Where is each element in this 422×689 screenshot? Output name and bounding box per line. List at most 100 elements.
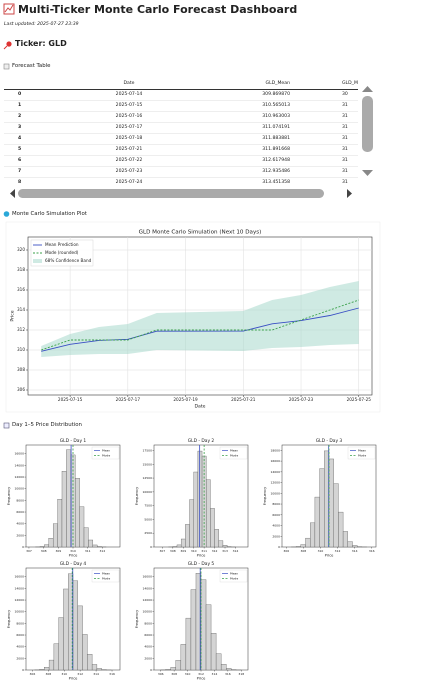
row-index: 3 <box>18 125 22 130</box>
y-tick-label: 10000 <box>14 487 24 491</box>
histogram-bar <box>210 633 217 671</box>
table-row: 3 2025-07-17 311.074191 31 <box>4 122 358 134</box>
histogram-bar <box>305 537 311 548</box>
y-tick-label: 12000 <box>270 481 280 485</box>
y-tick-label: 5000 <box>144 517 152 521</box>
x-tick-label: 309 <box>180 549 186 553</box>
y-tick-label: 318 <box>17 267 25 272</box>
chart-title: GLD - Day 1 <box>60 438 87 444</box>
x-tick-label: 314 <box>212 672 218 676</box>
table-cell: 30 <box>342 92 348 97</box>
histogram-bar <box>88 539 94 548</box>
y-tick-label: 12000 <box>14 475 24 479</box>
pin-icon-needle <box>3 45 8 50</box>
table-row: 8 2025-07-24 313.451358 31 <box>4 177 358 187</box>
y-tick-label: 4000 <box>16 522 24 526</box>
scroll-left[interactable] <box>10 189 15 198</box>
section-heading: Day 1–5 Price Distribution <box>12 422 82 428</box>
scroll-down[interactable] <box>362 170 373 176</box>
x-tick-label: 318 <box>238 672 244 676</box>
x-tick-label: 311 <box>85 549 91 553</box>
table-row: 6 2025-07-22 312.617948 31 <box>4 155 358 167</box>
last-updated: Last updated: 2025-07-27 23:39 <box>4 22 79 27</box>
y-tick-label: 10000 <box>142 490 152 494</box>
y-axis-label: Frequency <box>135 609 139 628</box>
row-index: 0 <box>18 92 22 97</box>
chart-title: GLD - Day 5 <box>188 561 215 567</box>
table-cell: 2025-07-14 <box>115 92 143 97</box>
table-cell: 31 <box>342 158 348 163</box>
x-tick-label: 308 <box>45 672 51 676</box>
legend-label: Mode <box>230 454 238 458</box>
y-tick-label: 6000 <box>16 510 24 514</box>
y-tick-label: 8000 <box>16 498 24 502</box>
y-tick-label: 14000 <box>142 586 152 590</box>
table-cell: 311.891668 <box>262 147 290 152</box>
legend-label: Mean <box>358 449 366 453</box>
x-tick-label: 312 <box>335 549 341 553</box>
table-cell: 2025-07-16 <box>115 114 143 119</box>
scroll-right[interactable] <box>347 189 352 198</box>
y-tick-label: 2000 <box>144 656 152 660</box>
histogram-bar <box>57 499 63 548</box>
histogram-bar <box>185 617 192 671</box>
x-tick-label: 2025-07-19 <box>173 397 198 402</box>
chart-title: GLD - Day 2 <box>188 438 215 444</box>
y-tick-label: 10000 <box>142 610 152 614</box>
histogram-bar <box>165 669 171 671</box>
x-tick-label: 312 <box>198 672 204 676</box>
x-tick-label: 2025-07-23 <box>289 397 314 402</box>
table-cell: 31 <box>342 147 348 152</box>
histogram-bar <box>44 544 49 548</box>
pin-icon <box>6 41 12 47</box>
y-tick-label: 0 <box>22 545 24 549</box>
y-tick-label: 0 <box>22 668 24 672</box>
table-cell: 309.869870 <box>262 92 290 97</box>
y-tick-label: 14000 <box>14 463 24 467</box>
table-cell: 311.883881 <box>262 136 290 141</box>
x-tick-label: 314 <box>233 549 239 553</box>
v-scrollbar[interactable] <box>362 96 373 152</box>
y-tick-label: 2000 <box>16 656 24 660</box>
y-axis-label: Frequency <box>7 609 11 628</box>
h-scrollbar[interactable] <box>18 189 324 198</box>
table-row: 7 2025-07-23 312.935486 31 <box>4 166 358 178</box>
section-heading: Monte Carlo Simulation Plot <box>12 211 87 217</box>
y-tick-label: 0 <box>150 668 152 672</box>
histogram-bar <box>180 644 187 671</box>
histogram-bar <box>87 654 93 671</box>
y-tick-label: 8000 <box>144 621 152 625</box>
title-icon-line <box>4 4 14 13</box>
histogram-bar <box>319 468 325 548</box>
table-cell: 2025-07-21 <box>115 147 143 152</box>
y-tick-label: 2000 <box>16 533 24 537</box>
histogram-bar <box>206 479 211 548</box>
histogram-bar <box>77 605 83 671</box>
y-tick-label: 8000 <box>272 502 280 506</box>
histogram-bar <box>200 579 207 671</box>
x-tick-label: 312 <box>100 549 106 553</box>
legend-label: Mode <box>230 577 238 581</box>
table-cell: 2025-07-22 <box>115 158 143 163</box>
x-tick-label: 316 <box>225 672 231 676</box>
histogram-bar <box>222 545 228 548</box>
y-axis-label: Frequency <box>135 486 139 505</box>
y-tick-label: 2500 <box>144 531 152 535</box>
scroll-up[interactable] <box>362 86 373 92</box>
table-cell: 310.565013 <box>262 103 290 108</box>
y-tick-label: 12000 <box>142 598 152 602</box>
histogram-bar <box>92 544 98 548</box>
table-cell: 2025-07-23 <box>115 169 143 174</box>
y-tick-label: 6000 <box>272 513 280 517</box>
table-row: 2 2025-07-16 310.963003 31 <box>4 111 358 123</box>
table-cell: 2025-07-15 <box>115 103 143 108</box>
x-tick-label: 2025-07-25 <box>347 397 372 402</box>
histogram-bar <box>91 664 98 671</box>
legend-label: 68% Confidence Band <box>45 258 92 263</box>
row-index: 6 <box>18 158 22 163</box>
x-tick-label: 308 <box>171 672 177 676</box>
y-tick-label: 16000 <box>14 452 24 456</box>
y-tick-label: 4000 <box>272 524 280 528</box>
forecast-table[interactable]: Date GLD_Mean GLD_M 0 2025-07-14 309.869870 30… <box>4 78 358 187</box>
y-tick-label: 6000 <box>16 633 24 637</box>
